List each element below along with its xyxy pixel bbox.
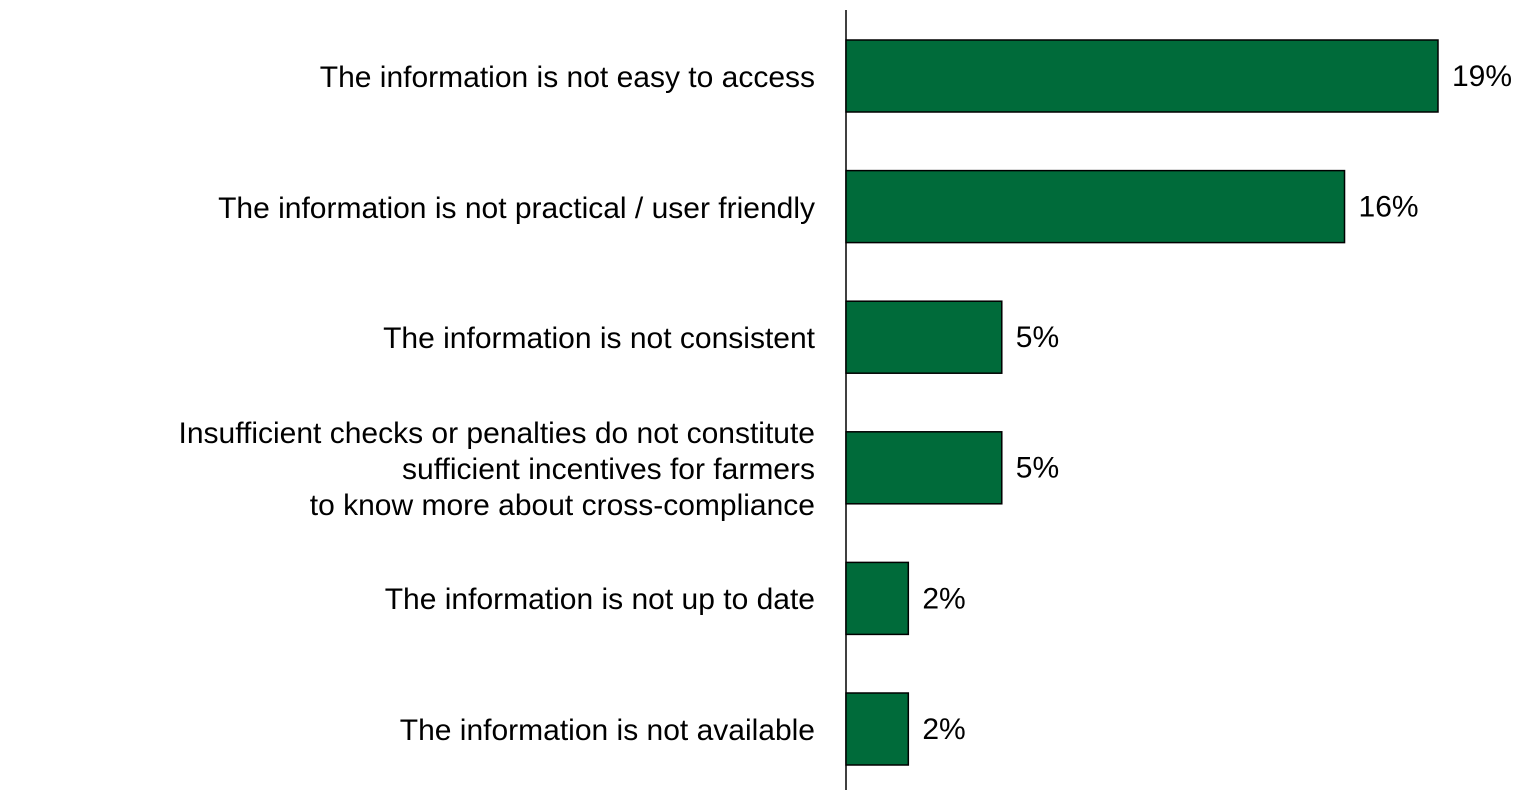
category-label: The information is not consistent bbox=[383, 322, 815, 356]
category-label: Insufficient checks or penalties do not … bbox=[178, 416, 816, 522]
bar bbox=[845, 431, 1003, 505]
bar bbox=[845, 39, 1439, 113]
bar bbox=[845, 300, 1003, 374]
category-label: The information is not practical / user … bbox=[218, 191, 815, 225]
bar bbox=[845, 692, 910, 766]
category-label: The information is not up to date bbox=[384, 583, 815, 617]
bar bbox=[845, 561, 910, 636]
value-label: 19% bbox=[1452, 60, 1512, 93]
value-label: 5% bbox=[1016, 452, 1059, 485]
bar bbox=[845, 169, 1346, 244]
value-label: 2% bbox=[922, 713, 965, 746]
category-label: The information is not easy to access bbox=[319, 61, 815, 94]
value-label: 5% bbox=[1016, 321, 1059, 354]
category-label: The information is not available bbox=[399, 714, 815, 747]
value-label: 16% bbox=[1359, 191, 1419, 224]
value-label: 2% bbox=[922, 582, 965, 615]
